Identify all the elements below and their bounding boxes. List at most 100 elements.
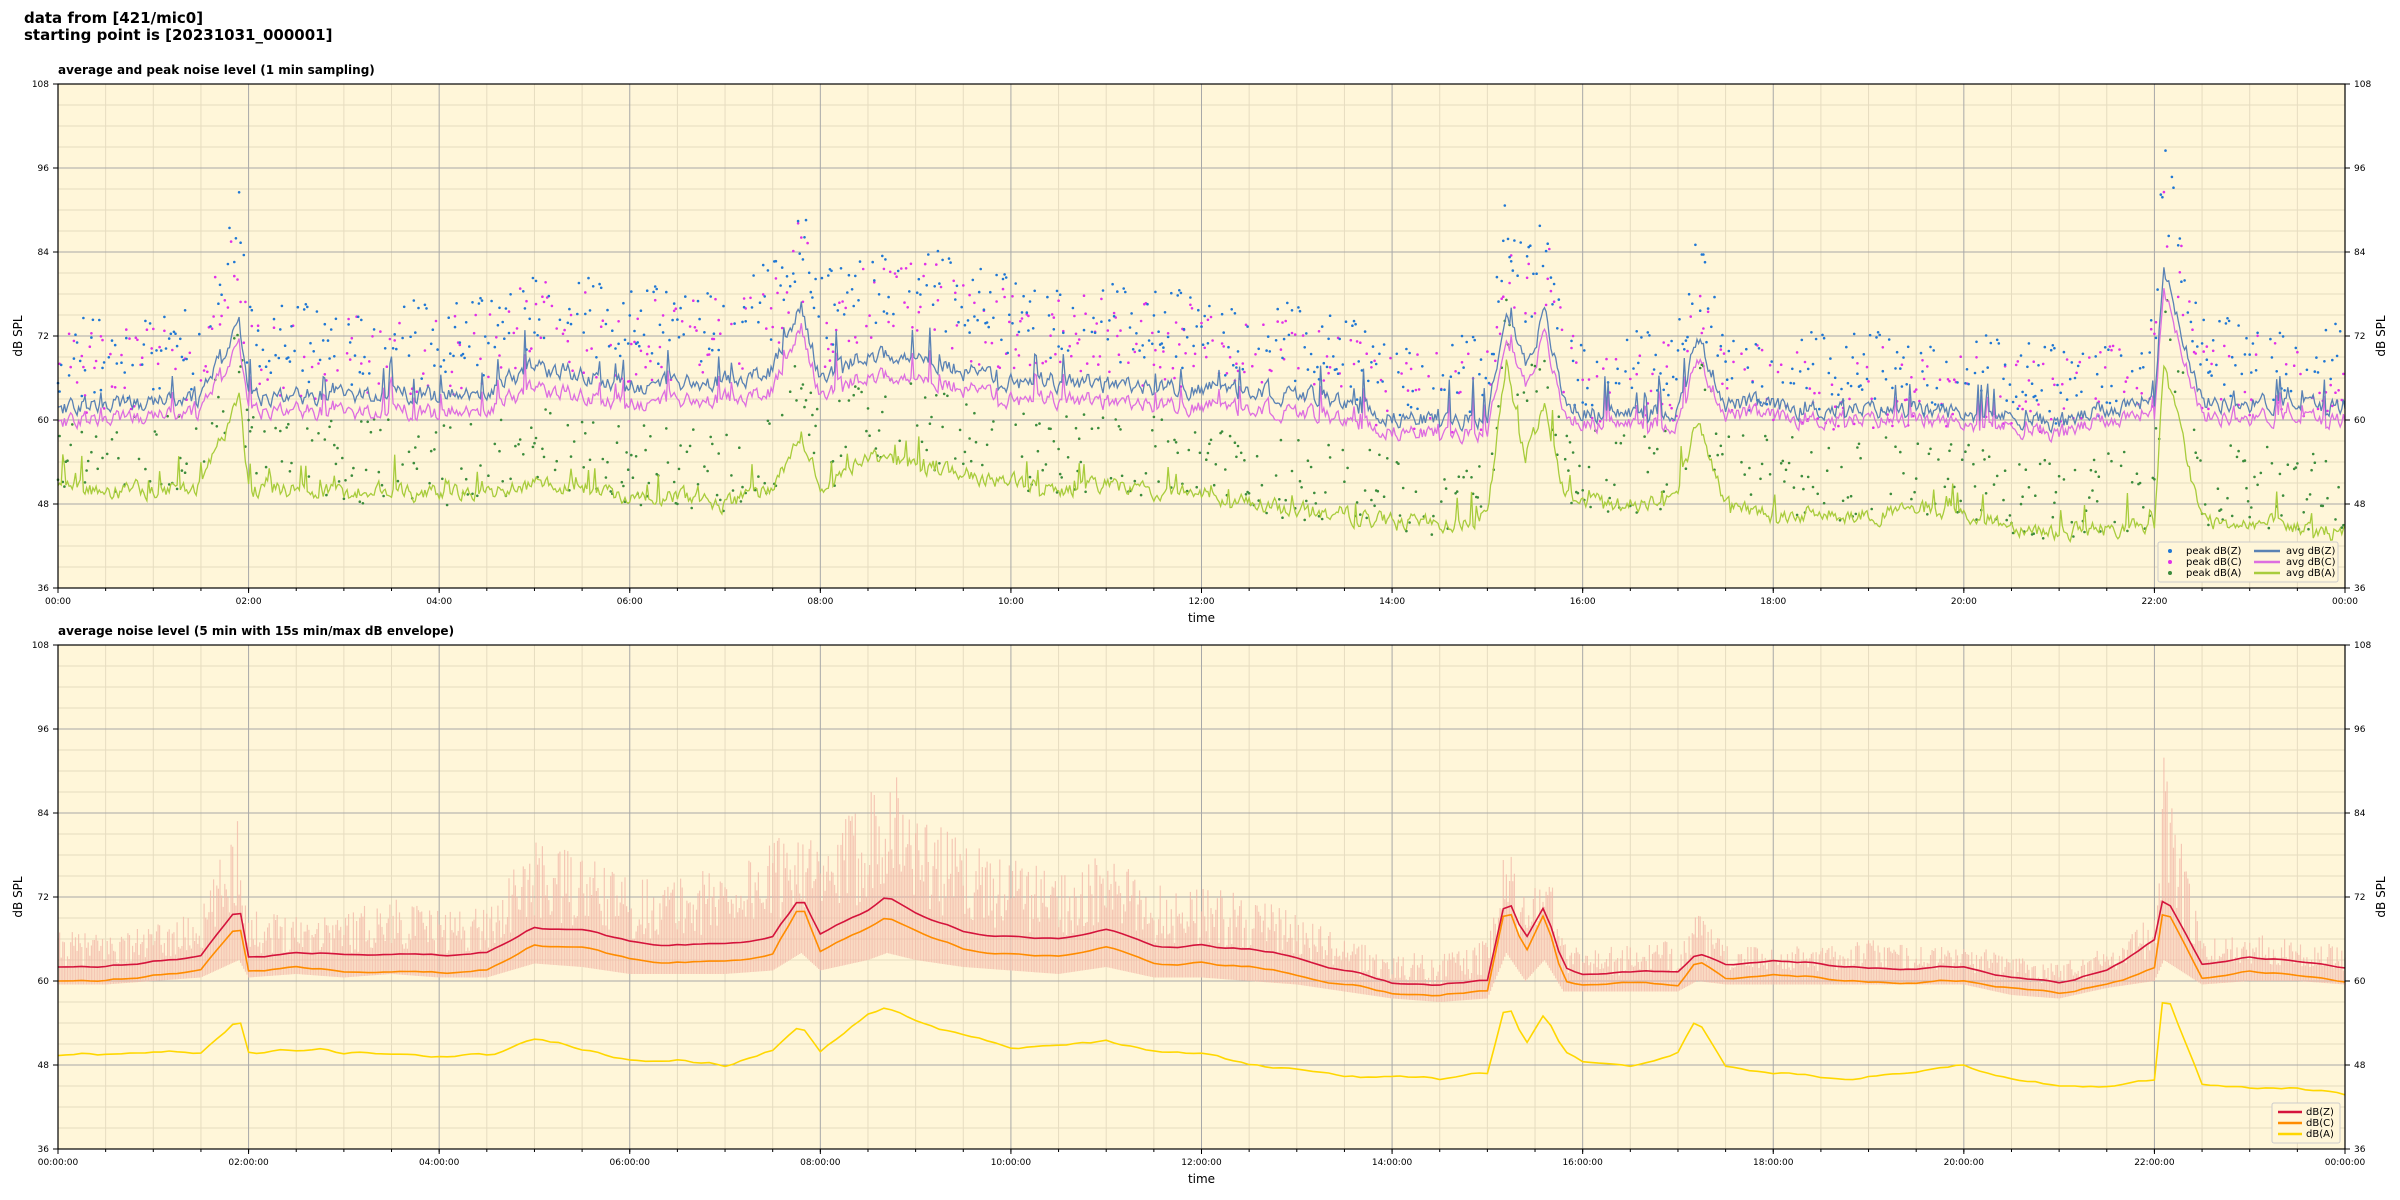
peak-point [1227, 345, 1230, 349]
peak-point [1470, 476, 1473, 479]
peak-point [2003, 363, 2007, 367]
peak-point [175, 487, 179, 491]
peak-point [1921, 359, 1924, 362]
peak-point [1811, 362, 1815, 366]
peak-point [963, 323, 967, 327]
peak-point [2243, 390, 2247, 394]
peak-point [569, 455, 573, 458]
peak-point [1557, 298, 1561, 301]
peak-point [453, 325, 457, 329]
peak-point [2173, 390, 2177, 394]
peak-point [1922, 377, 1926, 381]
peak-point [1471, 492, 1475, 496]
peak-point [2251, 342, 2255, 345]
peak-point [1983, 458, 1986, 461]
peak-point [676, 502, 679, 506]
peak-point [1965, 368, 1969, 371]
peak-point [1222, 345, 1225, 348]
peak-point [707, 353, 711, 356]
peak-point [531, 276, 535, 280]
peak-point [2292, 364, 2296, 368]
peak-point [1338, 337, 1341, 341]
peak-point [1077, 437, 1081, 441]
peak-point [1098, 355, 1102, 358]
peak-point [2065, 398, 2069, 401]
peak-point [1508, 281, 1511, 285]
peak-point [185, 462, 188, 466]
peak-point [1629, 377, 1632, 381]
peak-point [2111, 344, 2115, 348]
peak-point [1544, 249, 1548, 253]
peak-point [477, 302, 481, 305]
peak-point [2181, 371, 2185, 374]
peak-point [345, 352, 349, 355]
peak-point [2329, 377, 2332, 381]
peak-point [439, 365, 443, 368]
peak-point [1872, 426, 1875, 430]
peak-point [2338, 330, 2342, 333]
peak-point [854, 336, 857, 339]
peak-point [1355, 501, 1359, 504]
peak-point [725, 433, 728, 437]
peak-point [2326, 409, 2329, 413]
peak-point [960, 305, 963, 309]
peak-point [915, 291, 919, 295]
peak-point [1975, 340, 1978, 344]
peak-point [690, 506, 693, 510]
peak-point [436, 348, 439, 351]
peak-point [1193, 431, 1197, 434]
peak-point [846, 291, 849, 294]
peak-point [1624, 370, 1627, 373]
peak-point [1914, 477, 1918, 480]
peak-point [1784, 468, 1788, 472]
peak-point [1473, 338, 1476, 342]
peak-point [2270, 462, 2274, 465]
peak-point [1637, 361, 1640, 365]
peak-point [974, 440, 978, 444]
peak-point [855, 341, 859, 344]
peak-point [733, 322, 736, 325]
legend-marker [2168, 571, 2172, 575]
peak-point [1659, 372, 1662, 375]
peak-point [873, 279, 876, 282]
peak-point [1900, 385, 1904, 388]
peak-point [1460, 361, 1464, 364]
peak-point [2135, 386, 2139, 390]
peak-point [2286, 463, 2290, 467]
peak-point [1538, 224, 1542, 228]
legend-label: dB(Z) [2306, 1107, 2334, 1118]
peak-point [1400, 372, 1403, 375]
peak-point [606, 460, 609, 464]
peak-point [296, 305, 300, 309]
peak-point [1889, 492, 1893, 496]
peak-point [1851, 356, 1854, 359]
peak-point [82, 365, 85, 369]
peak-point [836, 309, 840, 312]
peak-point [2176, 295, 2180, 299]
peak-point [801, 258, 805, 261]
peak-point [1000, 338, 1003, 342]
peak-point [2051, 515, 2055, 519]
peak-point [803, 236, 806, 239]
peak-point [1502, 295, 1505, 299]
peak-point [2324, 459, 2328, 463]
peak-point [113, 386, 117, 389]
y-tick-label-left: 48 [38, 1061, 50, 1071]
peak-point [2100, 385, 2104, 389]
peak-point [1849, 494, 1853, 498]
peak-point [1989, 341, 1993, 345]
peak-point [2018, 404, 2021, 408]
peak-point [1559, 306, 1562, 309]
peak-point [1449, 375, 1453, 379]
peak-point [558, 318, 562, 322]
peak-point [304, 303, 308, 306]
peak-point [1014, 348, 1017, 351]
peak-point [2110, 384, 2113, 388]
peak-point [923, 396, 927, 399]
peak-point [1930, 401, 1934, 404]
peak-point [1516, 274, 1519, 278]
peak-point [1266, 335, 1270, 338]
peak-point [1176, 451, 1179, 455]
peak-point [1589, 505, 1592, 509]
peak-point [2191, 339, 2194, 343]
